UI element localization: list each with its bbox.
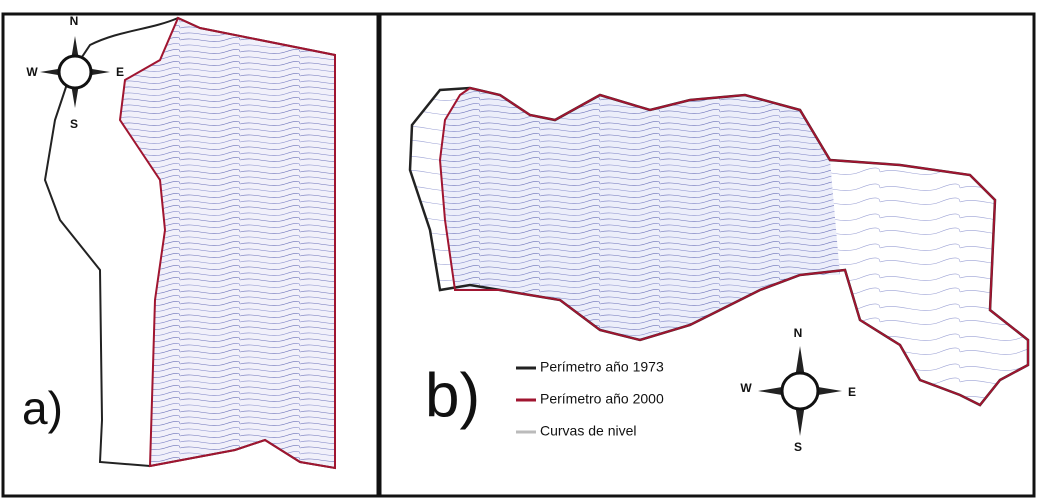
legend-entry: Perímetro año 1973 (540, 359, 664, 375)
page: {"panels": [ {"label": "a)", "compass": … (0, 0, 1037, 499)
compass-n: N (794, 326, 803, 340)
panel-label: b) (425, 361, 480, 430)
compass-e: E (116, 65, 124, 79)
compass-w: W (740, 381, 752, 395)
panel-label: a) (22, 382, 63, 434)
compass-s: S (794, 440, 802, 454)
legend-entry: Perímetro año 2000 (540, 391, 664, 407)
compass-s: S (70, 117, 78, 131)
figure: N W E S a) N W E S Perímetro año 1973 Pe… (0, 0, 1037, 499)
compass-w: W (26, 65, 38, 79)
compass-n: N (70, 14, 79, 28)
compass-e: E (848, 385, 856, 399)
legend-entry: Curvas de nivel (540, 423, 637, 439)
